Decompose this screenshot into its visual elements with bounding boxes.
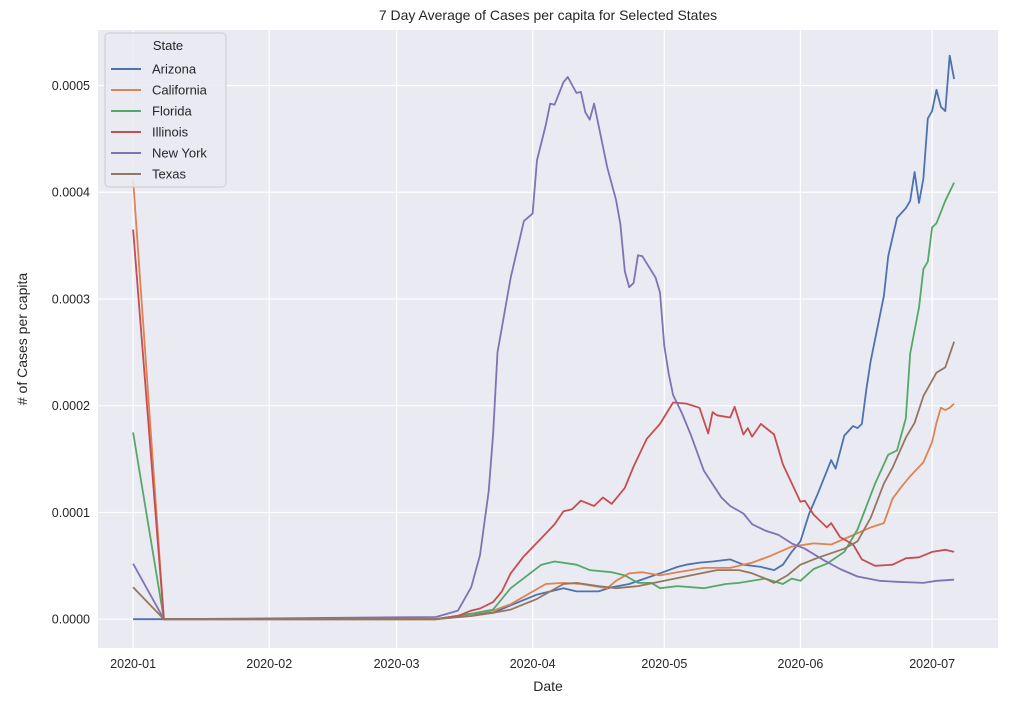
series-line-california [132, 179, 955, 621]
x-axis-label: Date [533, 678, 563, 694]
legend-box [104, 32, 227, 188]
series-line-arizona [133, 54, 955, 621]
y-tick-labels: 0.0000 0.0001 0.0002 0.0003 0.0004 0.0005 [52, 79, 90, 627]
y-tick-label: 0.0000 [52, 613, 90, 627]
y-tick-label: 0.0001 [52, 506, 90, 520]
x-tick-label: 2020-02 [246, 657, 292, 671]
legend-entry-label: California [152, 83, 208, 98]
x-tick-label: 2020-03 [374, 657, 420, 671]
y-tick-label: 0.0003 [52, 292, 90, 306]
x-tick-label: 2020-07 [909, 657, 955, 671]
x-tick-labels: 2020-01 2020-02 2020-03 2020-04 2020-05 2020-… [110, 657, 955, 671]
x-tick-label: 2020-05 [641, 657, 687, 671]
legend: State Arizona California Florida Illinois Ne… [104, 32, 227, 188]
plot-area [98, 30, 998, 648]
x-tick-label: 2020-06 [778, 657, 824, 671]
legend-entry-label: New York [152, 146, 207, 161]
legend-entry-label: Arizona [152, 62, 197, 77]
series-lines [132, 54, 955, 621]
series-line-illinois [132, 229, 955, 621]
x-tick-label: 2020-01 [110, 657, 156, 671]
series-line-texas [132, 341, 955, 621]
x-tick-label: 2020-04 [510, 657, 556, 671]
y-tick-label: 0.0004 [52, 186, 90, 200]
chart-title: 7 Day Average of Cases per capita for Se… [379, 7, 717, 23]
legend-title: State [153, 38, 183, 53]
y-tick-label: 0.0002 [52, 399, 90, 413]
y-tick-label: 0.0005 [52, 79, 90, 93]
legend-entry-label: Texas [152, 167, 186, 182]
series-line-new-york [132, 76, 955, 621]
legend-entry-label: Illinois [152, 125, 189, 140]
legend-entry-label: Florida [152, 104, 193, 119]
y-axis-label: # of Cases per capita [14, 273, 30, 406]
